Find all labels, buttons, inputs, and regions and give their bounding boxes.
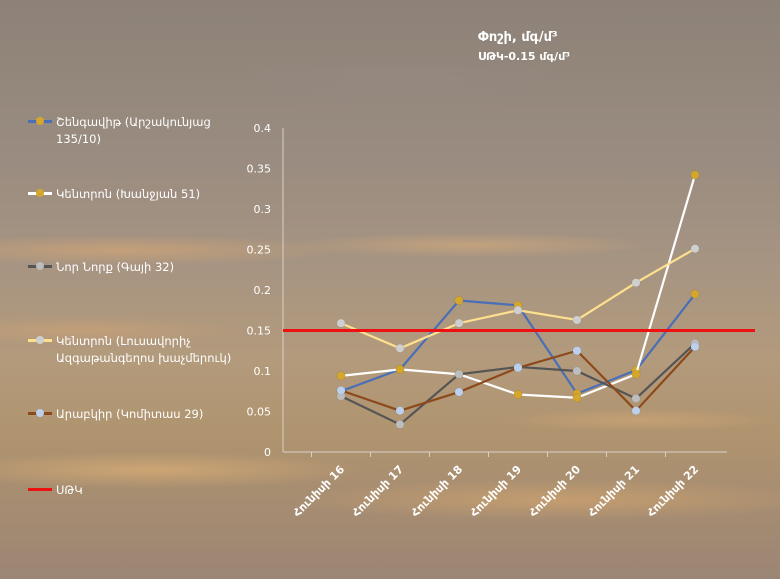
series-1-point xyxy=(513,390,523,399)
legend-item-nor-nork: Նոր Նորք (Գայի 32) xyxy=(28,259,238,276)
series-4-point xyxy=(690,342,700,352)
series-line-3 xyxy=(340,247,696,350)
legend-swatch xyxy=(28,260,52,272)
series-1-point xyxy=(336,371,346,381)
legend-label: Շենգավիթ (Արշակունյաց 135/10) xyxy=(56,115,211,146)
series-3-point xyxy=(454,318,464,328)
y-tick-label: 0.3 xyxy=(254,203,272,216)
series-1-point xyxy=(690,170,700,180)
legend-item-arabkir: Արաբկիր (Կոմիտաս 29) xyxy=(28,406,238,423)
series-3-point xyxy=(572,315,582,325)
series-2-point xyxy=(572,366,582,376)
legend-label: ՍԹԿ xyxy=(56,483,83,497)
x-tick-label: Հունիսի 18 xyxy=(409,463,466,520)
legend-swatch xyxy=(28,334,52,346)
y-tick-label: 0.05 xyxy=(247,406,272,419)
legend-item-stk: ՍԹԿ xyxy=(28,482,238,499)
x-tick-label: Հունիսի 19 xyxy=(468,463,525,520)
y-tick-label: 0.2 xyxy=(254,284,272,297)
series-3-point xyxy=(513,305,523,315)
legend-label: Կենտրոն (Խանջյան 51) xyxy=(56,187,201,201)
legend-item-kentron-khanjyan: Կենտրոն (Խանջյան 51) xyxy=(28,186,238,203)
series-4-point xyxy=(631,406,641,416)
series-4-point xyxy=(395,406,405,416)
series-4-point xyxy=(454,387,464,397)
x-tick-label: Հունիսի 21 xyxy=(586,463,643,520)
series-2-point xyxy=(395,420,405,429)
series-2-point xyxy=(631,394,641,403)
y-tick-label: 0.35 xyxy=(247,163,272,176)
series-0-point xyxy=(454,296,464,305)
series-4-point xyxy=(572,346,582,356)
series-4-point xyxy=(336,385,346,395)
series-3-point xyxy=(395,343,405,353)
y-tick-label: 0.25 xyxy=(247,244,272,257)
legend-item-kentron-lusavorich: Կենտրոն (Լուսավորիչ Ազգաթանգեղոս խաչմերո… xyxy=(28,333,238,367)
series-0-point xyxy=(690,289,700,299)
legend-swatch xyxy=(28,407,52,419)
legend-item-shengavit: Շենգավիթ (Արշակունյաց 135/10) xyxy=(28,114,238,148)
series-1-point xyxy=(395,364,405,374)
chart-title: Փոշի, մգ/մ³ xyxy=(478,30,558,45)
y-tick-label: 0.1 xyxy=(254,365,272,378)
x-tick-label: Հունիսի 16 xyxy=(291,463,348,520)
series-3-point xyxy=(690,244,700,254)
y-tick-label: 0.4 xyxy=(254,122,272,135)
legend-swatch xyxy=(28,115,52,127)
x-tick-label: Հունիսի 20 xyxy=(527,463,584,520)
y-tick-label: 0.15 xyxy=(247,325,272,338)
series-2-point xyxy=(454,369,464,379)
legend-label: Կենտրոն (Լուսավորիչ Ազգաթանգեղոս խաչմերո… xyxy=(56,334,232,365)
legend-swatch xyxy=(28,483,52,495)
series-4-point xyxy=(513,363,523,373)
legend-label: Նոր Նորք (Գայի 32) xyxy=(56,260,175,274)
y-tick-label: 0 xyxy=(264,446,271,459)
chart-subtitle: ՍԹԿ-0.15 մգ/մ³ xyxy=(478,50,571,63)
x-tick-label: Հունիսի 17 xyxy=(350,463,407,520)
legend-swatch xyxy=(28,187,52,199)
series-3-point xyxy=(336,318,346,328)
series-3-point xyxy=(631,278,641,288)
x-tick-label: Հունիսի 22 xyxy=(645,463,702,520)
legend-label: Արաբկիր (Կոմիտաս 29) xyxy=(56,407,204,421)
series-1-point xyxy=(572,393,582,403)
series-1-point xyxy=(631,369,641,379)
